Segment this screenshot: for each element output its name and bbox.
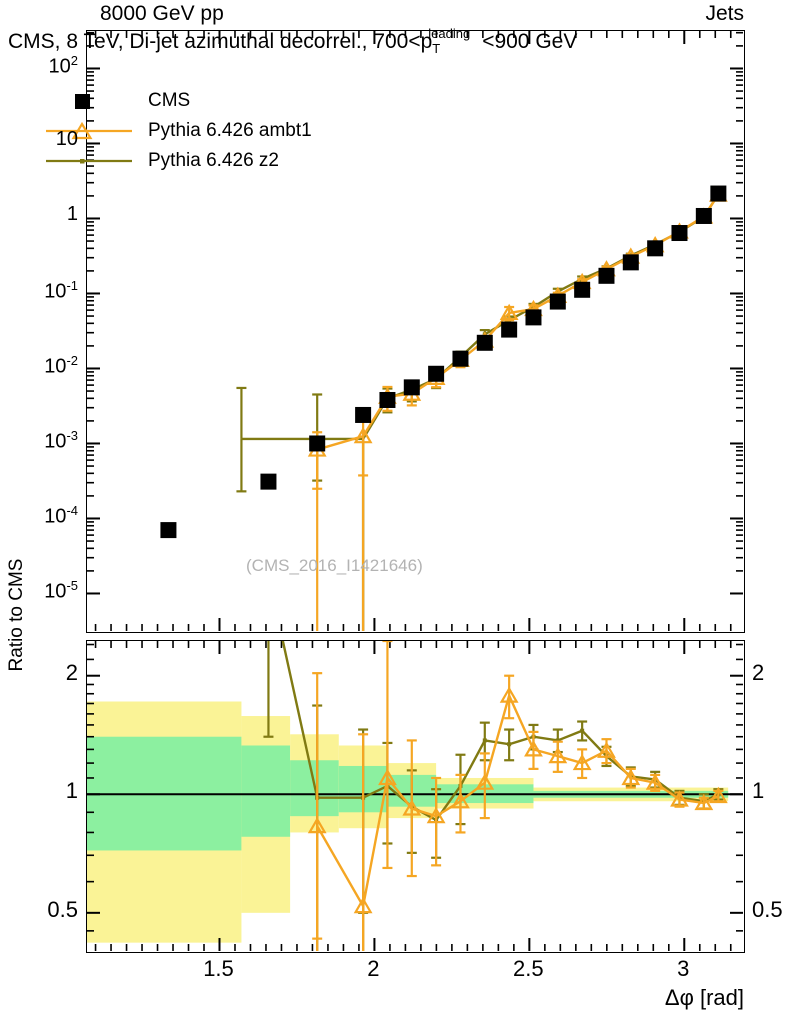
plot-title-end: <900 GeV xyxy=(482,30,578,53)
main-plot-panel xyxy=(86,30,745,633)
x-tick-label: 3 xyxy=(677,956,690,981)
plot-title-sup: leading xyxy=(428,26,471,41)
cms-data-point xyxy=(355,406,372,423)
ratio-plot-canvas xyxy=(87,641,743,951)
y-tick-label: 10 xyxy=(55,128,78,151)
legend-item-z2: Pythia 6.426 z2 xyxy=(40,146,312,176)
cms-data-point xyxy=(403,379,420,396)
cms-data-point xyxy=(452,350,469,367)
cms-data-point xyxy=(160,522,177,539)
ratio-tick-label-right: 0.5 xyxy=(752,896,783,922)
ratio-tick-label-left: 0.5 xyxy=(47,896,78,922)
header-beam-label: 8000 GeV pp xyxy=(100,2,224,25)
y-tick-label: 102 xyxy=(48,53,78,79)
y-tick-label: 10-2 xyxy=(44,353,78,379)
x-tick-label: 2 xyxy=(367,956,380,981)
cms-data-point xyxy=(525,309,542,326)
y-tick-label: 1 xyxy=(66,203,78,226)
x-tick-label: 2.5 xyxy=(513,956,544,981)
legend-key-line-triangle-icon xyxy=(40,118,138,144)
cms-data-point xyxy=(309,435,326,452)
plot-title-main: CMS, 8 TeV, Di-jet azimuthal decorrel., … xyxy=(8,30,433,53)
main-plot-canvas xyxy=(87,31,743,631)
ratio-plot-panel xyxy=(86,640,745,953)
legend-key-filled-square-icon xyxy=(40,88,138,114)
header-category-label: Jets xyxy=(705,2,744,25)
cms-data-point xyxy=(260,473,277,490)
y-tick-label: 10-4 xyxy=(44,503,78,529)
plot-title: CMS, 8 TeV, Di-jet azimuthal decorrel., … xyxy=(8,26,578,57)
y-tick-label: 10-1 xyxy=(44,278,78,304)
legend-label-z2: Pythia 6.426 z2 xyxy=(148,150,279,171)
cms-data-point xyxy=(622,254,639,271)
cms-data-point xyxy=(598,267,615,284)
plot-title-sub: T xyxy=(432,41,441,57)
cms-data-point xyxy=(710,185,727,202)
ratio-tick-label-right: 2 xyxy=(752,659,765,685)
legend: CMS Pythia 6.426 ambt1 Pythia 6.426 z2 xyxy=(40,86,312,176)
cms-data-point xyxy=(574,281,591,298)
ratio-tick-label-right: 1 xyxy=(752,778,765,804)
cms-data-point xyxy=(379,391,396,408)
cms-data-point xyxy=(428,365,445,382)
cms-data-point xyxy=(476,334,493,351)
ratio-tick-label-left: 1 xyxy=(65,778,78,804)
legend-item-ambt1: Pythia 6.426 ambt1 xyxy=(40,116,312,146)
y-tick-label: 10-5 xyxy=(44,578,78,604)
x-axis-label: Δφ [rad] xyxy=(664,985,744,1010)
cms-data-point xyxy=(501,321,518,338)
cms-data-point xyxy=(549,293,566,310)
y-tick-label: 10-3 xyxy=(44,428,78,454)
cms-data-point xyxy=(695,207,712,224)
legend-label-cms: CMS xyxy=(148,90,191,111)
legend-label-ambt1: Pythia 6.426 ambt1 xyxy=(148,120,312,141)
ratio-tick-label-left: 2 xyxy=(65,659,78,685)
x-tick-label: 1.5 xyxy=(203,956,234,981)
legend-item-cms: CMS xyxy=(40,86,312,116)
legend-key-line-dot-icon xyxy=(40,148,138,174)
cms-data-point xyxy=(671,225,688,242)
cms-data-point xyxy=(647,240,664,257)
analysis-id-watermark: (CMS_2016_I1421646) xyxy=(246,556,423,575)
